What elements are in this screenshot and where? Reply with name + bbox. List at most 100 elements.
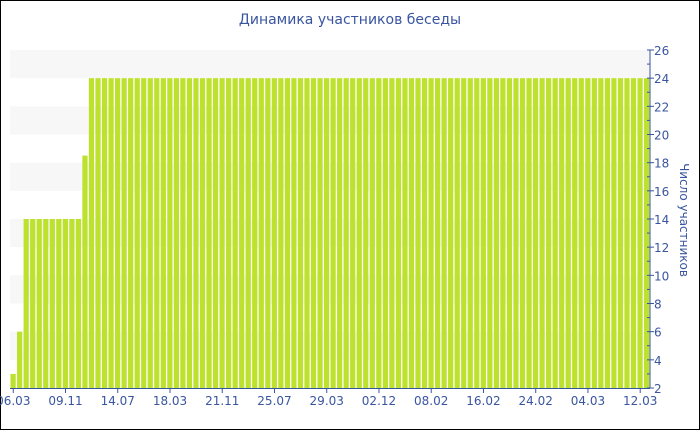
bar xyxy=(565,78,571,389)
x-tick-label: 04.03 xyxy=(571,394,605,408)
x-tick-label: 02.12 xyxy=(362,394,396,408)
y-tick-label: 26 xyxy=(654,44,669,58)
bar xyxy=(114,78,121,389)
y-tick-label: 4 xyxy=(654,354,662,368)
y-tick-label: 8 xyxy=(654,298,662,312)
bar xyxy=(526,78,532,389)
bar xyxy=(36,219,42,388)
bar xyxy=(75,219,82,388)
x-tick-label: 29.03 xyxy=(310,394,344,408)
bar xyxy=(69,219,75,388)
x-tick-label: 14.07 xyxy=(101,394,135,408)
bar xyxy=(611,78,617,389)
bar xyxy=(480,78,486,389)
x-tick-label: 18.03 xyxy=(153,394,187,408)
bar xyxy=(199,78,206,389)
bar xyxy=(330,78,336,389)
bar xyxy=(226,78,232,389)
bar xyxy=(180,78,186,389)
bar xyxy=(95,78,101,389)
bar xyxy=(147,78,153,389)
y-tick-label: 24 xyxy=(654,72,669,86)
bar xyxy=(343,78,349,389)
bar xyxy=(598,78,604,389)
bar xyxy=(506,78,513,389)
bar xyxy=(49,219,55,388)
x-tick-label: 16.02 xyxy=(466,394,500,408)
bar xyxy=(415,78,421,389)
chart-title: Динамика участников беседы xyxy=(238,12,462,28)
bar xyxy=(258,78,264,389)
bar xyxy=(546,78,552,389)
bar xyxy=(297,78,304,389)
bar xyxy=(428,78,434,389)
bar xyxy=(154,78,160,389)
bar xyxy=(604,78,611,389)
bar xyxy=(265,78,271,389)
bar xyxy=(173,78,179,389)
bar xyxy=(643,78,650,389)
bar xyxy=(23,219,29,388)
bar xyxy=(167,78,173,389)
bar xyxy=(461,78,467,389)
bar xyxy=(369,78,375,389)
bar xyxy=(10,373,16,388)
bar xyxy=(232,78,238,389)
bar xyxy=(101,78,108,389)
y-tick-label: 12 xyxy=(654,241,669,255)
y-tick-label: 6 xyxy=(654,326,662,340)
y-tick-label: 20 xyxy=(654,129,669,143)
bar xyxy=(56,219,62,388)
bar xyxy=(559,78,565,389)
bar xyxy=(637,78,643,389)
y-tick-label: 14 xyxy=(654,213,669,227)
bar xyxy=(434,78,441,389)
bar xyxy=(389,78,395,389)
y-tick-label: 2 xyxy=(654,382,662,396)
bar xyxy=(271,78,277,389)
bar xyxy=(630,78,637,389)
bar xyxy=(88,78,95,389)
bar xyxy=(323,78,330,389)
bar xyxy=(356,78,362,389)
x-tick-label: 24.02 xyxy=(519,394,553,408)
bar xyxy=(310,78,317,389)
x-tick-label: 09.11 xyxy=(48,394,82,408)
bar xyxy=(30,219,36,388)
bar xyxy=(219,78,225,389)
bar xyxy=(284,78,291,389)
bar xyxy=(474,78,480,389)
bar xyxy=(376,78,382,389)
bar xyxy=(134,78,140,389)
bar xyxy=(304,78,310,389)
bar xyxy=(448,78,454,389)
bar xyxy=(552,78,558,389)
bar xyxy=(121,78,127,389)
bar xyxy=(278,78,284,389)
bar xyxy=(402,78,408,389)
y-axis-label: Число участников xyxy=(677,163,691,277)
x-tick-label: 12.03 xyxy=(623,394,657,408)
bar xyxy=(493,78,499,389)
bar xyxy=(128,78,134,389)
bar xyxy=(421,78,428,389)
y-tick-label: 22 xyxy=(654,100,669,114)
bar xyxy=(500,78,506,389)
bar xyxy=(539,78,545,389)
x-tick-label: 21.11 xyxy=(205,394,239,408)
bar xyxy=(382,78,388,389)
bar xyxy=(186,78,193,389)
bar xyxy=(252,78,258,389)
bar xyxy=(617,78,624,389)
bar xyxy=(17,331,23,388)
bar xyxy=(141,78,147,389)
bar xyxy=(487,78,493,389)
bar xyxy=(245,78,251,389)
bar xyxy=(395,78,402,389)
bar xyxy=(513,78,519,389)
bar xyxy=(62,219,68,388)
bar xyxy=(519,78,526,389)
y-tick-label: 10 xyxy=(654,269,669,283)
grid-band xyxy=(10,50,650,79)
